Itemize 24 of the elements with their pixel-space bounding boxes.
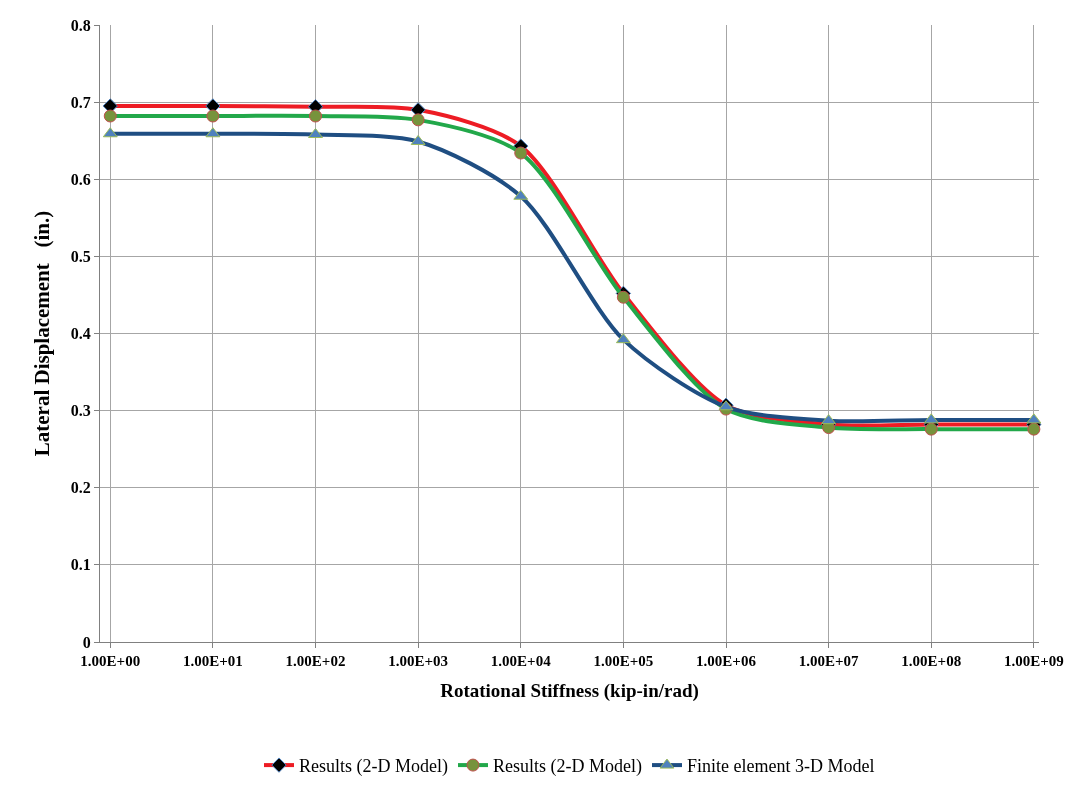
x-tick-label: 1.00E+03 xyxy=(388,653,449,669)
y-tick-label: 0.4 xyxy=(70,325,91,343)
x-tick-label: 1.00E+04 xyxy=(490,653,552,669)
legend-label: Finite element 3-D Model xyxy=(686,756,875,777)
y-axis-title: Lateral Displacement (in.) xyxy=(29,210,54,457)
y-tick-label: 0.5 xyxy=(70,247,91,265)
y-tick-label: 0 xyxy=(82,633,91,651)
y-tick-label: 0.8 xyxy=(70,16,91,34)
y-tick-label: 0.2 xyxy=(70,479,91,497)
y-tick-label: 0.1 xyxy=(70,556,91,574)
y-tick-label: 0.3 xyxy=(70,402,91,420)
x-tick-label: 1.00E+07 xyxy=(798,653,860,669)
x-tick-label: 1.00E+05 xyxy=(593,653,654,669)
x-tick-label: 1.00E+00 xyxy=(80,653,141,669)
x-tick-label: 1.00E+06 xyxy=(696,653,757,669)
x-tick-label: 1.00E+09 xyxy=(1003,653,1064,669)
x-tick-label: 1.00E+01 xyxy=(182,653,243,669)
y-tick-label: 0.6 xyxy=(70,170,91,188)
y-tick-label: 0.7 xyxy=(70,93,91,111)
x-axis-title: Rotational Stiffness (kip-in/rad) xyxy=(440,679,699,702)
x-tick-label: 1.00E+02 xyxy=(285,653,346,669)
x-tick-label: 1.00E+08 xyxy=(901,653,962,669)
legend-label: Results (2-D Model) xyxy=(492,756,642,778)
legend-label: Results (2-D Model) xyxy=(299,756,448,778)
